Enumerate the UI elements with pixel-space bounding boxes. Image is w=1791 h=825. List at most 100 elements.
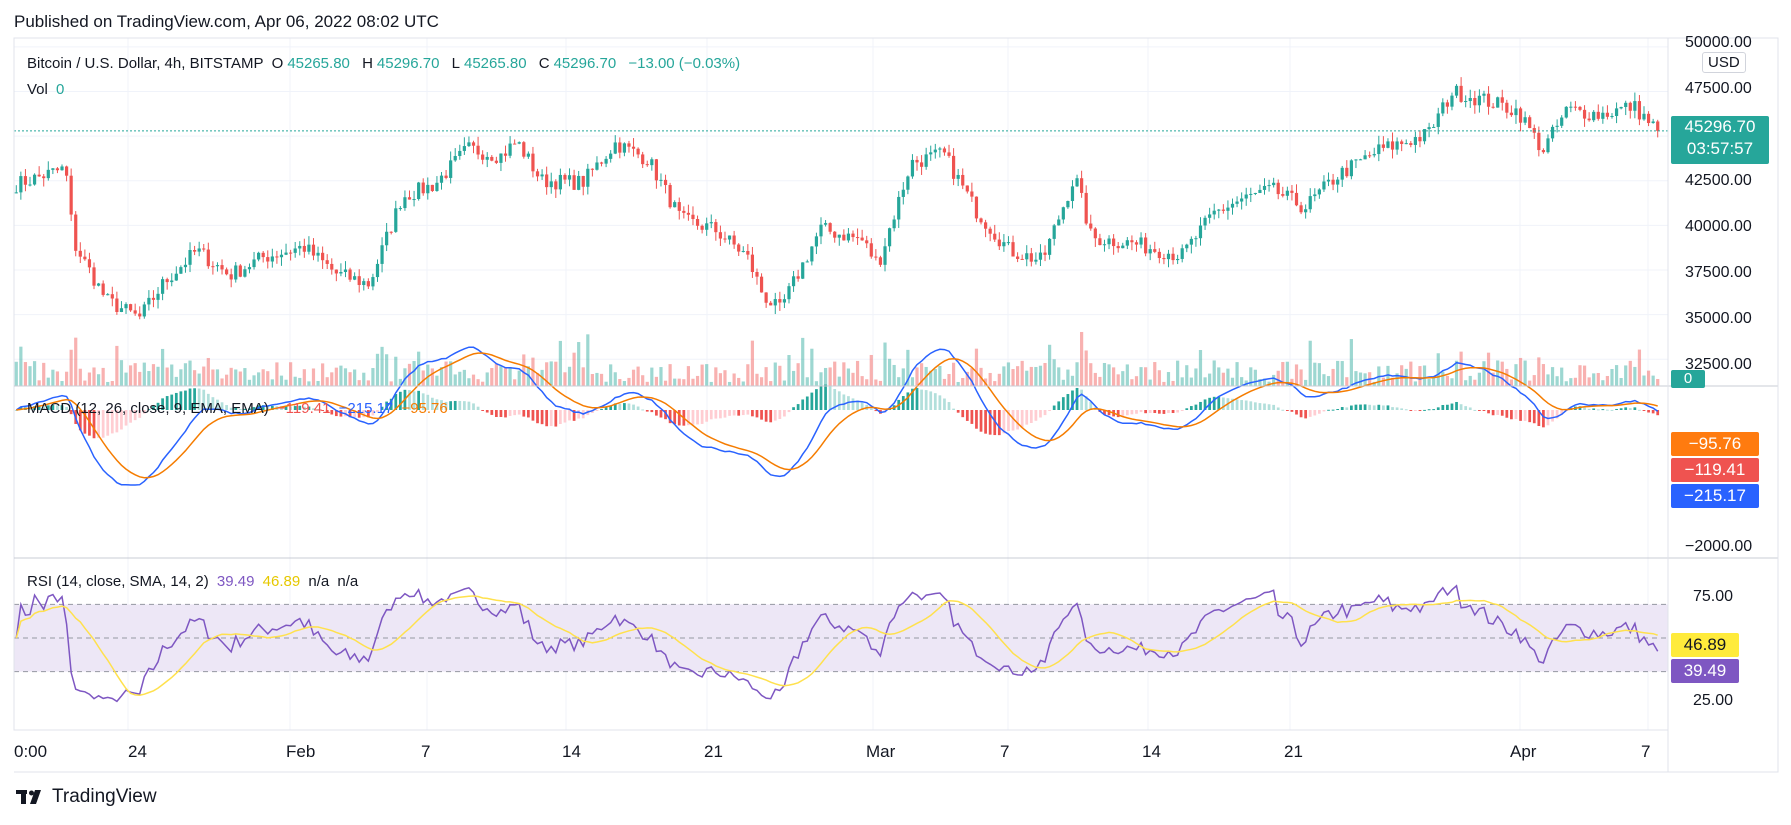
low-label: L (451, 55, 460, 72)
candle (1633, 101, 1637, 111)
macd-hist-bar (1382, 405, 1385, 410)
macd-hist-bar (815, 389, 818, 410)
time-axis[interactable]: 0:00 24 Feb 7 14 21 Mar 7 14 21 Apr 7 (0, 730, 1668, 770)
candle (1349, 160, 1353, 177)
volume-bar (449, 361, 453, 386)
macd-hist-bar (975, 410, 978, 429)
macd-hist-bar (330, 410, 334, 415)
macd-hist-bar (536, 410, 539, 424)
candle (741, 250, 745, 252)
volume-bar (1189, 377, 1193, 386)
volume-bar (1409, 361, 1413, 386)
volume-bar (1592, 373, 1596, 386)
volume-bar (1212, 360, 1216, 386)
volume-bar (307, 381, 311, 386)
volume-bar (778, 365, 782, 386)
candle (412, 199, 416, 201)
candle (229, 274, 233, 280)
candle (947, 152, 951, 156)
volume-bar (1221, 372, 1225, 386)
volume-bar (1564, 381, 1568, 386)
volume-bar (604, 381, 608, 386)
macd-hist-bar (229, 407, 233, 410)
candle (686, 212, 691, 215)
candle (1386, 141, 1390, 148)
macd-hist-bar (197, 388, 201, 410)
macd-hist-bar (14, 410, 18, 411)
candle (1368, 155, 1372, 157)
volume-bar (28, 366, 32, 386)
macd-hist-bar (380, 406, 384, 410)
candle (1070, 186, 1075, 202)
macd-hist-bar (1455, 401, 1458, 410)
macd-hist-bar (426, 394, 430, 410)
volume-bar (485, 372, 489, 386)
macd-tick: −2000.00 (1685, 538, 1753, 555)
volume-bar (279, 375, 284, 386)
candle (769, 302, 773, 306)
volume-bar (1349, 339, 1353, 386)
candle (394, 208, 398, 232)
macd-hist-bar (362, 410, 366, 418)
time-label: Feb (286, 742, 316, 761)
volume-bar (106, 381, 110, 386)
volume-bar (353, 369, 357, 386)
candle (485, 156, 489, 160)
volume-bar (1226, 368, 1230, 386)
volume-bar (782, 380, 787, 386)
macd-hist-bar (632, 404, 635, 410)
macd-hist-bar (83, 410, 87, 434)
macd-hist-bar (723, 410, 727, 418)
candle (732, 235, 736, 245)
macd-hist-bar (385, 401, 389, 410)
candle (1432, 126, 1436, 128)
candle (119, 308, 124, 313)
volume-bar (1395, 373, 1399, 386)
candle (1418, 137, 1422, 142)
candle (1560, 117, 1564, 126)
volume-bar (801, 337, 805, 386)
macd-signal-value: −95.76 (401, 400, 448, 417)
macd-hist-bar (933, 393, 937, 410)
volume-bar (961, 377, 965, 386)
macd-hist-bar (997, 410, 1001, 436)
candle (83, 256, 87, 260)
macd-hist-bar (691, 410, 695, 425)
candle (257, 252, 261, 260)
volume-bar (714, 367, 718, 386)
volume-bar (444, 361, 448, 386)
volume-legend: Vol 0 (27, 81, 68, 98)
change-value: −13.00 (−0.03%) (628, 55, 741, 72)
currency-label[interactable]: USD (1702, 52, 1746, 73)
volume-bar (1496, 360, 1500, 386)
macd-hist-bar (1253, 402, 1257, 410)
macd-hist-bar (746, 410, 750, 415)
candle (599, 162, 604, 164)
macd-hist-bar (938, 395, 942, 410)
macd-hist-bar (1249, 401, 1253, 410)
candle (910, 159, 915, 177)
macd-hist-bar (965, 410, 969, 421)
candle (1304, 209, 1308, 213)
tradingview-brand[interactable]: TradingView (16, 786, 157, 808)
macd-hist-bar (193, 388, 196, 410)
macd-hist-bar (152, 406, 155, 410)
macd-hist-bar (1002, 410, 1006, 434)
macd-hist-bar (705, 410, 709, 422)
macd-hist-bar (421, 393, 425, 410)
volume-bar (1139, 367, 1143, 386)
volume-bar (151, 364, 156, 386)
rsi-value: 39.49 (216, 573, 255, 590)
macd-hist-bar (60, 405, 64, 410)
volume-bar (1148, 379, 1152, 386)
volume-bar (247, 379, 252, 386)
volume-bar (1413, 381, 1417, 386)
price-axis[interactable]: USD 50000.00 47500.00 42500.00 40000.00 … (1668, 34, 1778, 730)
candle (874, 256, 878, 258)
volume-bar (1253, 369, 1257, 386)
candle (471, 142, 476, 146)
volume-bar (1016, 366, 1020, 386)
macd-hist-bar (1350, 405, 1353, 410)
volume-bar (1294, 364, 1299, 386)
